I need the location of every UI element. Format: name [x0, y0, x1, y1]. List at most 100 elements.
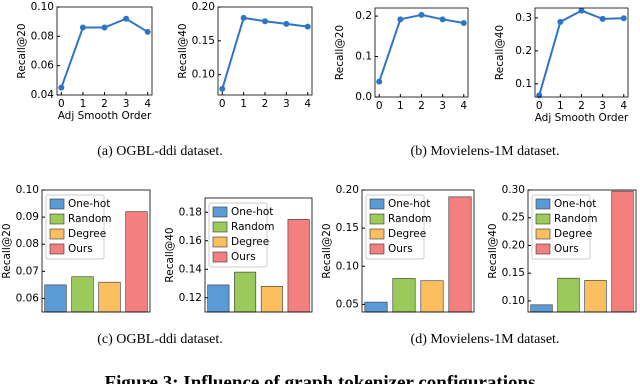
- legend-swatch: [49, 198, 65, 210]
- point: [283, 20, 290, 27]
- x-tick-label: 2: [101, 98, 108, 110]
- legend-label: Random: [388, 213, 431, 225]
- point: [557, 18, 564, 25]
- x-tick-label: 2: [262, 98, 269, 110]
- legend-swatch: [535, 213, 551, 225]
- x-tick-label: 4: [304, 98, 311, 110]
- legend-swatch: [212, 206, 228, 218]
- point: [536, 92, 543, 99]
- plot-frame: [534, 7, 629, 98]
- y-axis-label: Recall@40: [164, 227, 176, 282]
- line: [378, 13, 464, 82]
- y-tick-label: 0.15: [336, 222, 359, 234]
- point: [578, 7, 585, 14]
- x-tick-label: 0: [219, 98, 226, 110]
- bar: [448, 196, 472, 313]
- plot-frame: [374, 7, 469, 98]
- bar: [207, 284, 230, 313]
- plot-frame: [527, 189, 637, 313]
- bar: [287, 219, 310, 313]
- point: [144, 28, 151, 35]
- legend-swatch: [49, 243, 65, 255]
- plot-frame: [41, 189, 151, 313]
- y-tick-label: 0.06: [31, 60, 55, 72]
- caption: (d) Movielens-1M dataset.: [411, 332, 560, 347]
- y-tick-label: 0.10: [16, 184, 39, 196]
- x-tick-label: 4: [620, 100, 627, 112]
- caption: (b) Movielens-1M dataset.: [411, 144, 560, 159]
- y-tick-label: 0.05: [336, 298, 359, 310]
- y-tick-label: 0.08: [16, 238, 39, 250]
- y-tick-label: 0.20: [502, 239, 525, 251]
- bar: [71, 276, 94, 313]
- y-tick-label: 0.2: [355, 10, 372, 22]
- x-tick-label: 0: [58, 98, 65, 110]
- y-tick-label: 0.25: [502, 212, 525, 224]
- legend-swatch: [535, 243, 551, 255]
- x-tick-label: 1: [240, 98, 247, 110]
- plot-frame: [204, 197, 313, 313]
- legend-swatch: [535, 198, 551, 210]
- legend-label: Degree: [68, 228, 106, 240]
- y-tick-label: 0.18: [179, 206, 202, 218]
- legend-label: Degree: [231, 236, 269, 248]
- point: [418, 11, 425, 18]
- legend-swatch: [49, 228, 65, 240]
- point: [439, 16, 446, 23]
- y-tick-label: 0.08: [31, 30, 54, 42]
- y-axis-label: Recall@40: [494, 25, 506, 80]
- legend-label: Degree: [388, 228, 426, 240]
- legend-box: [531, 194, 591, 260]
- point: [219, 85, 226, 92]
- bar: [584, 280, 607, 313]
- x-tick-label: 4: [460, 100, 467, 112]
- point: [240, 14, 247, 21]
- y-tick-label: 0.20: [336, 184, 359, 196]
- y-tick-label: 0.10: [31, 1, 54, 13]
- legend-label: Ours: [68, 243, 93, 255]
- bar: [420, 280, 444, 313]
- y-tick-label: 0.15: [192, 35, 215, 47]
- y-tick-label: 0.1: [355, 51, 372, 63]
- caption: (c) OGBL-ddi dataset.: [97, 332, 223, 347]
- line: [538, 9, 624, 96]
- x-tick-label: 1: [80, 98, 87, 110]
- legend-label: Ours: [231, 251, 256, 263]
- bar: [44, 284, 67, 313]
- x-tick-label: 0: [536, 100, 543, 112]
- legend-label: Degree: [554, 228, 592, 240]
- bar: [557, 277, 580, 313]
- legend-label: Random: [231, 221, 274, 233]
- legend-label: One-hot: [231, 206, 273, 218]
- legend-swatch: [212, 221, 228, 233]
- y-tick-label: 0.14: [179, 263, 203, 275]
- x-tick-label: 1: [397, 100, 404, 112]
- y-tick-label: 0.07: [16, 265, 39, 277]
- y-tick-label: 0.10: [502, 295, 525, 307]
- bar: [392, 278, 416, 313]
- y-tick-label: 0.1: [515, 78, 532, 90]
- point: [58, 84, 65, 91]
- x-tick-label: 2: [418, 100, 425, 112]
- bar: [234, 271, 257, 313]
- plot-frame: [56, 6, 153, 96]
- legend-swatch: [49, 213, 65, 225]
- legend-swatch: [212, 236, 228, 248]
- y-tick-label: 0.20: [192, 1, 215, 13]
- legend-label: Random: [68, 213, 111, 225]
- y-tick-label: 0.2: [515, 45, 532, 57]
- x-tick-label: 0: [376, 100, 383, 112]
- x-tick-label: 3: [123, 98, 130, 110]
- point: [460, 19, 467, 26]
- y-tick-label: 0.15: [502, 267, 525, 279]
- legend-swatch: [369, 243, 385, 255]
- y-tick-label: 0.0: [355, 91, 372, 103]
- x-tick-label: 3: [283, 98, 290, 110]
- legend-label: One-hot: [554, 198, 596, 210]
- x-tick-label: 2: [578, 100, 585, 112]
- bar: [530, 304, 553, 313]
- plot-frame: [217, 6, 313, 96]
- y-axis-label: Recall@40: [487, 223, 499, 278]
- point: [123, 15, 130, 22]
